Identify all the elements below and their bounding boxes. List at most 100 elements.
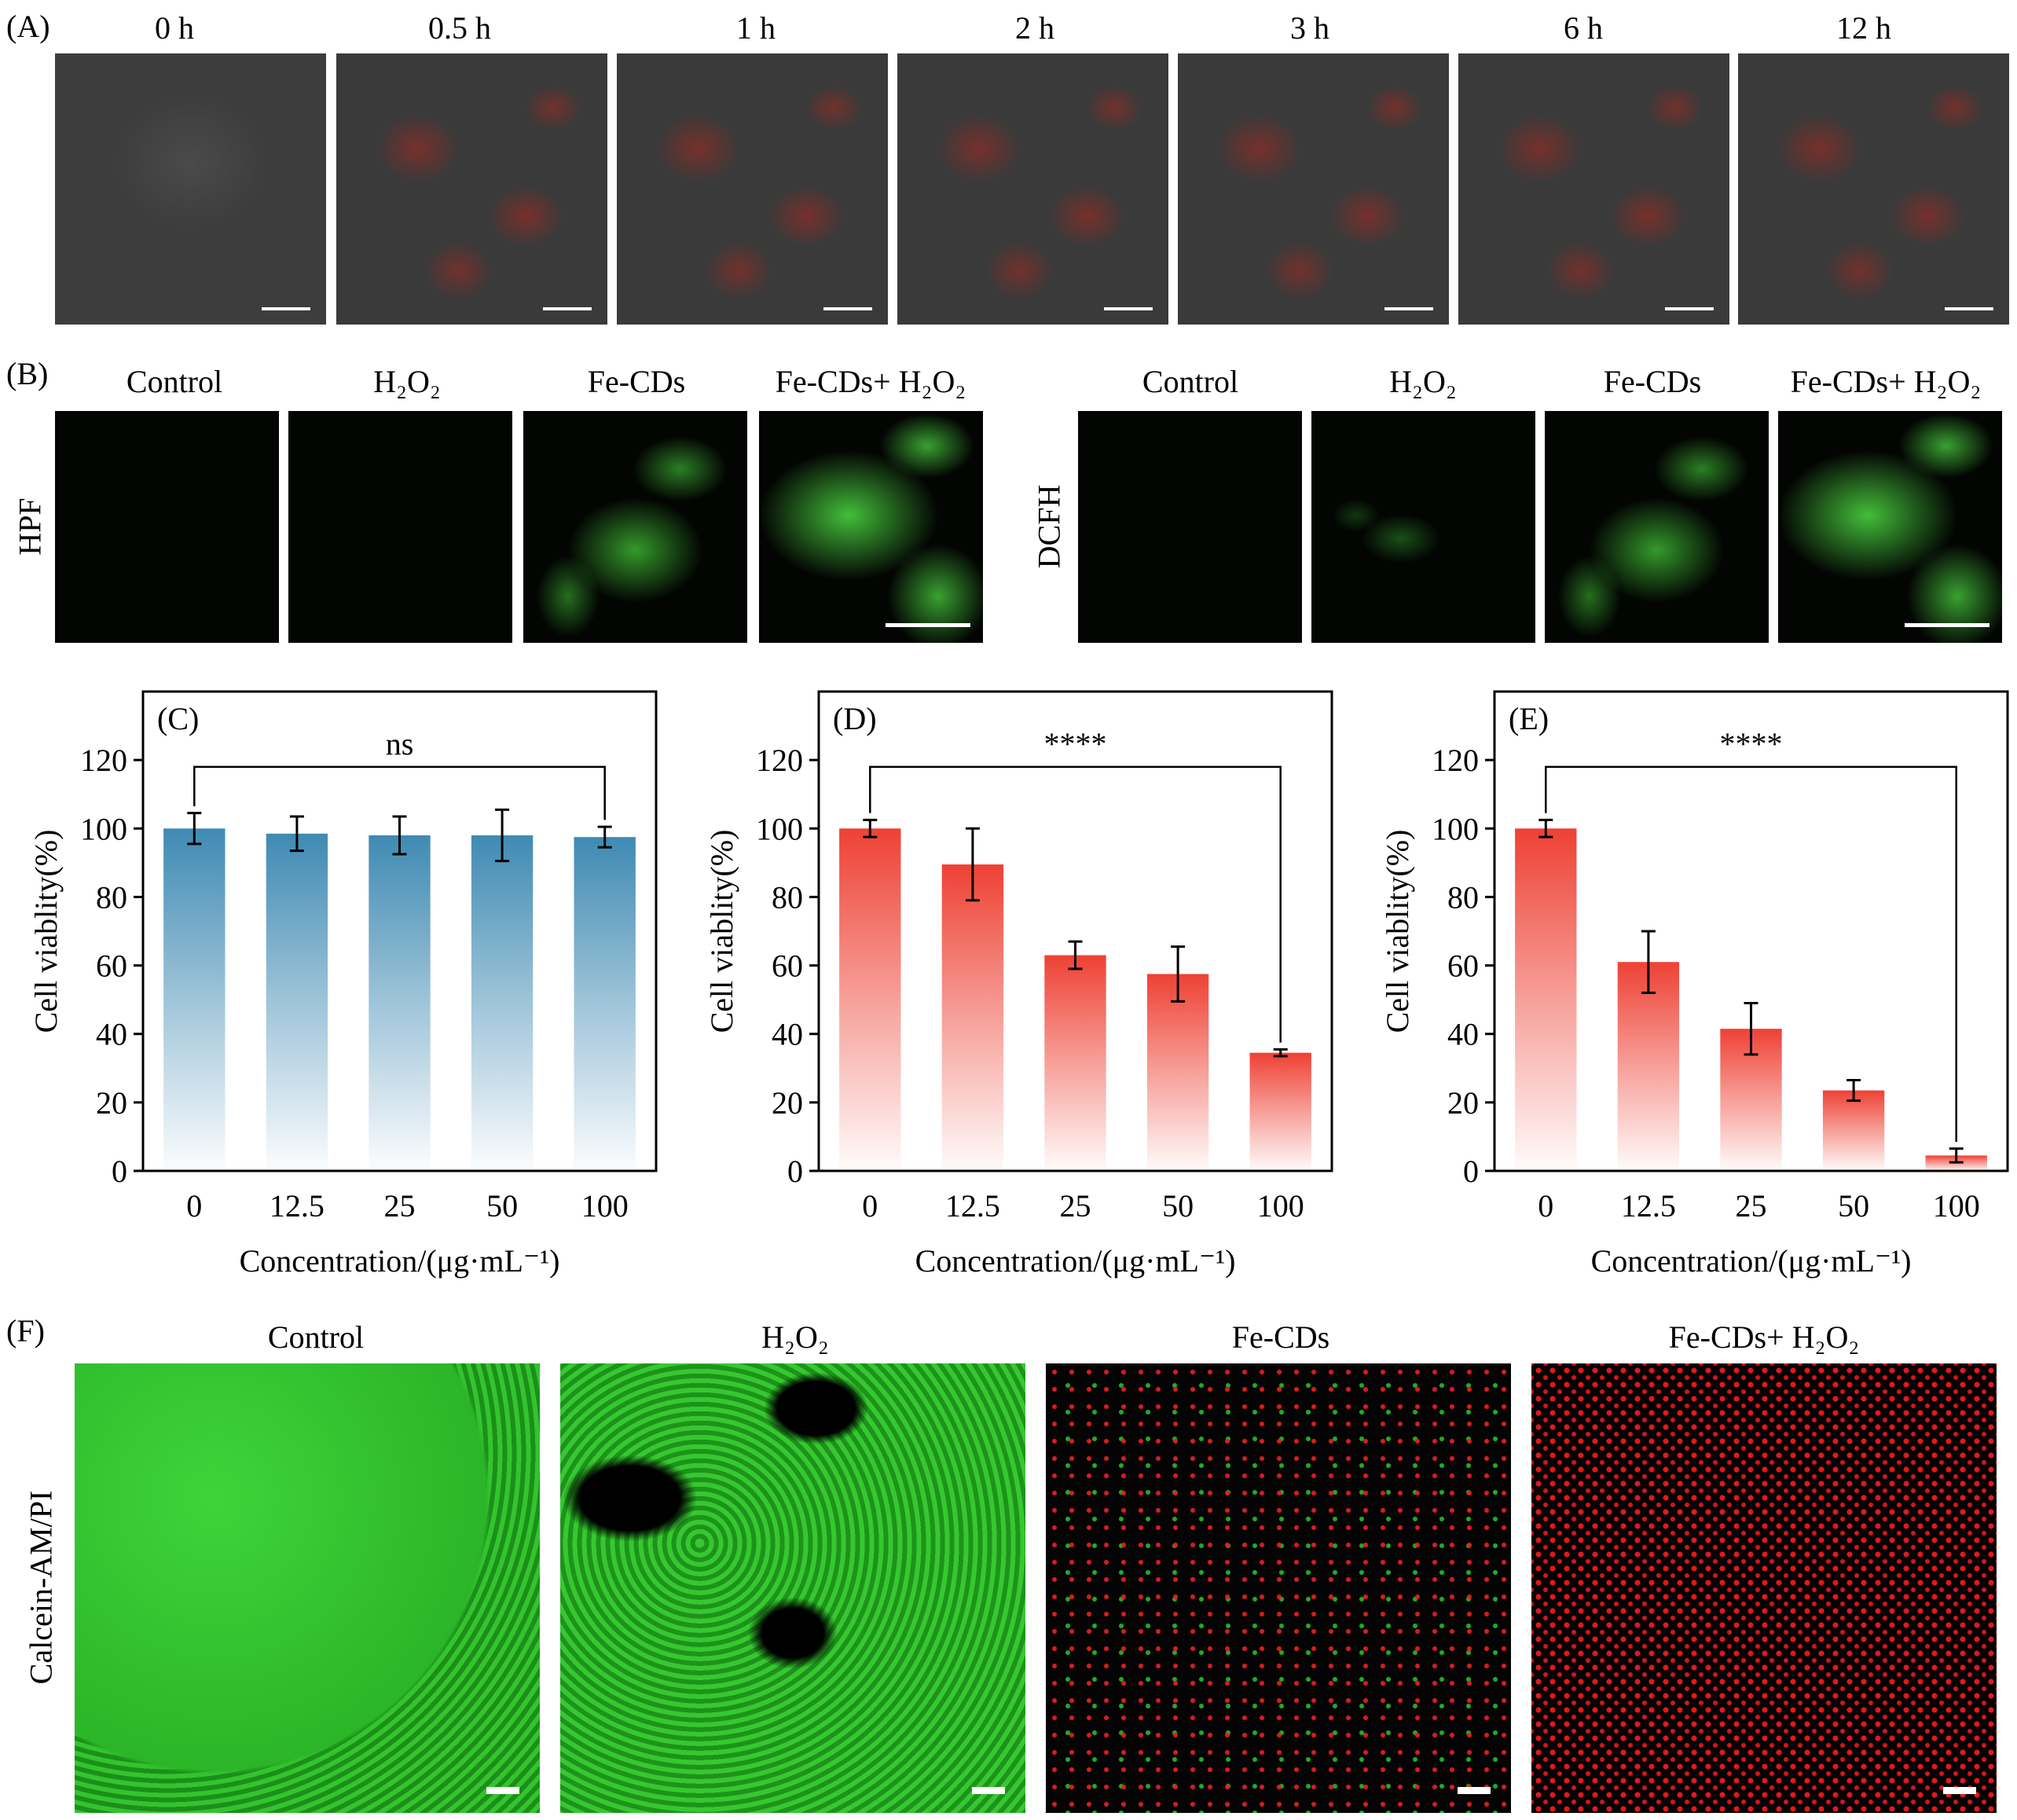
x-tick-label: 25 <box>384 1188 416 1224</box>
bar <box>941 864 1004 1171</box>
y-tick-label: 80 <box>1447 879 1479 915</box>
group-label: Fe-CDs+ H₂O₂ <box>1790 364 1982 399</box>
y-axis-label: Cell viablity(%) <box>1380 830 1415 1033</box>
micrograph-0.5h <box>336 53 607 325</box>
y-tick-label: 40 <box>772 1017 803 1052</box>
timepoint-label: 6 h <box>1564 10 1603 46</box>
timepoint-label: 12 h <box>1836 10 1891 46</box>
y-axis-label: Cell viablity(%) <box>28 830 64 1033</box>
y-tick-label: 20 <box>1447 1085 1479 1121</box>
x-tick-label: 25 <box>1060 1188 1091 1224</box>
group-label: Control <box>1142 364 1239 399</box>
hpf-h2o2-image <box>288 411 512 643</box>
hpf-control-image <box>55 411 279 643</box>
scale-bar <box>486 1787 519 1794</box>
bar <box>1822 1090 1885 1171</box>
scale-bar <box>262 307 310 310</box>
group-label: Control <box>267 1319 365 1355</box>
y-tick-label: 100 <box>80 811 127 846</box>
micrograph-0h <box>55 53 326 325</box>
x-tick-label: 100 <box>581 1188 629 1224</box>
x-axis-label: Concentration/(μg·mL⁻¹) <box>240 1243 560 1279</box>
y-tick-label: 0 <box>787 1154 803 1189</box>
x-tick-label: 0 <box>1538 1188 1553 1224</box>
y-tick-label: 100 <box>1432 811 1479 846</box>
scale-bar <box>1384 307 1433 310</box>
x-tick-label: 25 <box>1736 1188 1767 1224</box>
group-label: H₂O₂ <box>1389 364 1457 399</box>
scale-bar <box>886 623 970 627</box>
panel-label: (E) <box>1509 701 1549 736</box>
y-tick-label: 0 <box>1463 1154 1479 1189</box>
bar <box>163 828 226 1171</box>
bar <box>1249 1052 1311 1171</box>
timepoint-label: 0.5 h <box>428 10 491 46</box>
y-tick-label: 120 <box>756 743 803 778</box>
scale-bar <box>823 307 872 310</box>
group-label: Fe-CDs+ H₂O₂ <box>775 364 966 399</box>
group-label: Fe-CDs <box>1603 364 1702 399</box>
bar <box>1515 828 1577 1171</box>
panel-b-label: (B) <box>6 356 49 391</box>
stain-label: Calcein-AM/PI <box>23 1490 59 1685</box>
x-axis-label: Concentration/(μg·mL⁻¹) <box>915 1243 1236 1279</box>
chart-c: (C) 0 20 40 60 80 100 120 0 12.5 25 50 100 ns Concentr… <box>28 690 658 1279</box>
micrograph-1h <box>617 53 888 325</box>
x-tick-label: 50 <box>486 1188 518 1224</box>
scale-bar <box>1945 307 1993 310</box>
dcfh-fecds-image <box>1545 411 1769 643</box>
bar <box>266 833 328 1171</box>
hpf-fecds-image <box>523 411 747 643</box>
live-dead-fecds-image <box>1046 1363 1511 1813</box>
x-tick-label: 100 <box>1257 1188 1304 1224</box>
y-tick-label: 120 <box>80 743 127 778</box>
y-tick-label: 80 <box>96 879 127 915</box>
y-tick-label: 80 <box>772 879 803 915</box>
panel-label: (D) <box>833 701 877 736</box>
timepoint-label: 0 h <box>155 10 194 46</box>
bar <box>369 835 431 1171</box>
scale-bar <box>1943 1787 1976 1794</box>
significance-bracket <box>193 765 606 820</box>
chart-d: (D) 0 20 40 60 80 100 120 0 12.5 25 50 100 **** Concen… <box>704 690 1333 1279</box>
y-tick-label: 60 <box>1447 949 1479 984</box>
x-tick-label: 12.5 <box>945 1188 1000 1224</box>
live-dead-fecds-h2o2-image <box>1531 1363 1997 1813</box>
x-tick-label: 12.5 <box>1621 1188 1676 1224</box>
panel-a-label: (A) <box>6 9 50 44</box>
group-label: Control <box>126 364 223 399</box>
significance-bracket <box>869 765 1282 1043</box>
dcfh-control-image <box>1078 411 1302 643</box>
bar <box>471 835 534 1171</box>
panel-label: (C) <box>157 701 199 736</box>
dcfh-fecds-h2o2-image <box>1778 411 2002 643</box>
bar <box>1044 955 1106 1171</box>
bar <box>1146 974 1209 1171</box>
timepoint-label: 1 h <box>736 10 776 46</box>
bar <box>1617 962 1680 1171</box>
y-tick-label: 40 <box>96 1017 127 1052</box>
group-label: Fe-CDs <box>587 364 686 399</box>
dcfh-h2o2-image <box>1311 411 1535 643</box>
micrograph-6h <box>1458 53 1729 325</box>
y-tick-label: 100 <box>756 811 803 846</box>
live-dead-control-image <box>75 1363 540 1813</box>
scale-bar <box>972 1787 1005 1794</box>
x-tick-label: 0 <box>186 1188 202 1224</box>
x-tick-label: 100 <box>1933 1188 1980 1224</box>
timepoint-label: 3 h <box>1290 10 1329 46</box>
scale-bar <box>1458 1787 1491 1794</box>
scale-bar <box>1104 307 1153 310</box>
significance-bracket <box>1545 765 1957 1142</box>
x-tick-label: 12.5 <box>270 1188 325 1224</box>
y-tick-label: 40 <box>1447 1017 1479 1052</box>
live-dead-h2o2-image <box>560 1363 1025 1813</box>
timepoint-label: 2 h <box>1015 10 1054 46</box>
x-axis-label: Concentration/(μg·mL⁻¹) <box>1591 1243 1912 1279</box>
group-label: Fe-CDs+ H₂O₂ <box>1668 1319 1860 1355</box>
probe-label-dcfh: DCFH <box>1031 484 1067 569</box>
significance-label: **** <box>1044 726 1107 761</box>
x-tick-label: 50 <box>1162 1188 1194 1224</box>
scale-bar <box>1905 623 1989 627</box>
micrograph-12h <box>1738 53 2009 325</box>
